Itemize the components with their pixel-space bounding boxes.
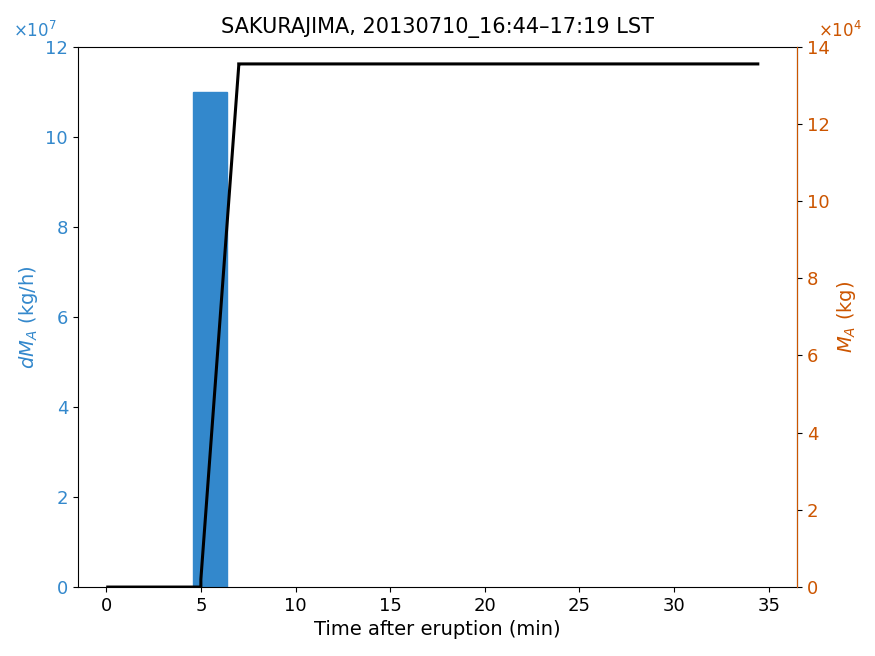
Y-axis label: $dM_A\ \mathrm{(kg/h)}$: $dM_A\ \mathrm{(kg/h)}$: [17, 265, 39, 369]
Text: $\times 10^4$: $\times 10^4$: [818, 21, 862, 41]
Bar: [193, 92, 228, 587]
X-axis label: Time after eruption (min): Time after eruption (min): [314, 621, 561, 640]
Title: SAKURAJIMA, 20130710_16:44–17:19 LST: SAKURAJIMA, 20130710_16:44–17:19 LST: [221, 16, 654, 37]
Text: $\times 10^7$: $\times 10^7$: [13, 21, 57, 41]
Y-axis label: $M_A\ \mathrm{(kg)}$: $M_A\ \mathrm{(kg)}$: [836, 281, 858, 353]
